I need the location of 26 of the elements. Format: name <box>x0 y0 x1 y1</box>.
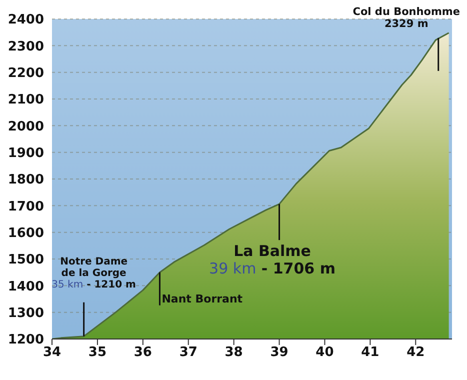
x-tick-label: 34 <box>42 345 62 360</box>
annotation: Nant Borrant <box>162 292 243 306</box>
y-tick-label: 1200 <box>8 332 44 348</box>
x-tick-label: 36 <box>134 345 152 360</box>
y-tick-label: 1400 <box>8 279 44 294</box>
x-tick-label: 35 <box>88 345 106 360</box>
x-tick-label: 37 <box>179 345 198 360</box>
x-tick-label: 41 <box>361 345 380 360</box>
y-tick-label: 1500 <box>8 252 44 268</box>
y-tick-label: 1900 <box>8 146 44 161</box>
y-tick-label: 1600 <box>8 226 44 241</box>
x-tick-label: 39 <box>270 345 288 360</box>
y-tick-label: 1300 <box>8 306 44 321</box>
annotation: Notre Dame de la Gorge 35 km - 1210 m <box>52 256 136 290</box>
y-tick-label: 1800 <box>8 172 44 188</box>
x-tick-label: 38 <box>224 345 243 360</box>
y-tick-label: 1700 <box>8 199 44 214</box>
annotation: La Balme 39 km - 1706 m <box>209 242 336 278</box>
y-tick-label: 2200 <box>8 66 44 81</box>
x-tick-label: 42 <box>406 345 425 360</box>
y-tick-label: 2300 <box>8 39 44 54</box>
y-tick-label: 2400 <box>8 12 44 28</box>
y-tick-label: 2100 <box>8 92 44 108</box>
annotation: Col du Bonhomme 2329 m <box>352 6 460 30</box>
x-tick-label: 40 <box>316 345 334 360</box>
y-tick-label: 2000 <box>8 119 44 134</box>
